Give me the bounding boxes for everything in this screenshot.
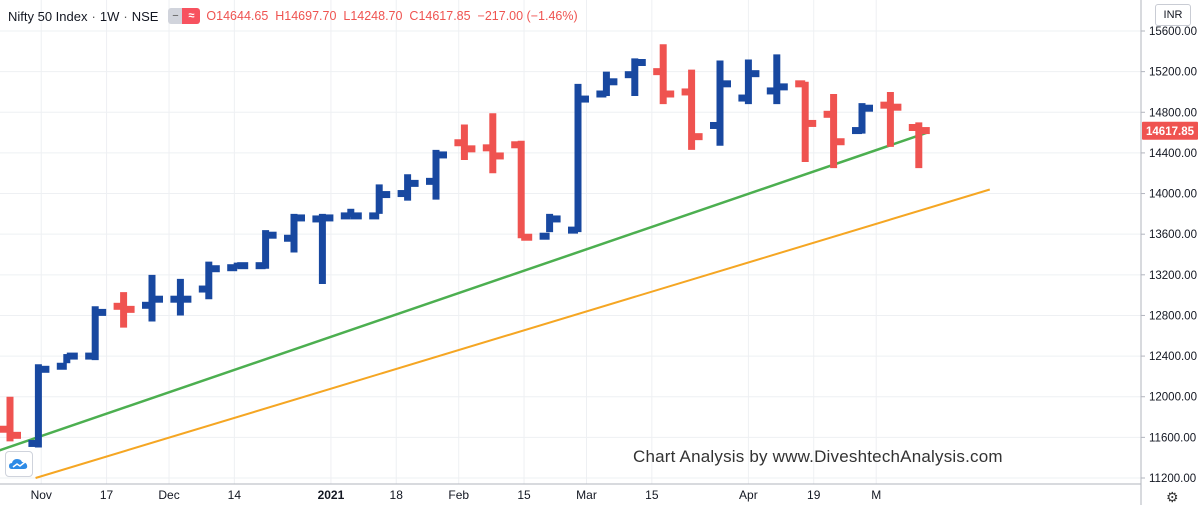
- ohlc-bar: [0, 396, 21, 442]
- ohlc-values: O14644.65 H14697.70 L14248.70 C14617.85 …: [206, 9, 578, 23]
- x-tick-label: 17: [100, 488, 114, 502]
- chart-grid: [0, 0, 1141, 484]
- x-tick-label: Dec: [158, 488, 179, 502]
- legend: Nifty 50 Index · 1W · NSE − ≈ O14644.65 …: [8, 8, 578, 24]
- ohlc-bar: [738, 59, 760, 105]
- last-price-tag: 14617.85: [1142, 121, 1198, 140]
- ohlc-bar: [539, 213, 561, 240]
- ohlc-bar: [397, 174, 419, 201]
- interval-label[interactable]: 1W: [99, 8, 120, 24]
- x-tick-label: Feb: [448, 488, 469, 502]
- y-tick-label: 11200.00: [1149, 473, 1196, 485]
- y-tick-label: 15600.00: [1149, 26, 1197, 38]
- ohlc-bar: [880, 91, 902, 147]
- watermark-text: Chart Analysis by www.DiveshtechAnalysis…: [633, 447, 1003, 466]
- ohlc-bar: [511, 140, 533, 241]
- ohlc-bar: [596, 71, 618, 98]
- ohlc-bar: [823, 93, 845, 169]
- ohlc-bar: [85, 306, 107, 361]
- cloud-logo-icon[interactable]: [5, 451, 33, 477]
- ohlc-bar: [795, 80, 817, 163]
- y-tick-label: 12400.00: [1149, 351, 1197, 363]
- y-tick-label: 12800.00: [1149, 310, 1197, 322]
- ohlc-bar: [113, 292, 135, 328]
- ohlc-bar: [710, 60, 731, 146]
- high-value: 14697.70: [284, 9, 337, 23]
- trendline-support: [0, 131, 928, 452]
- ohlc-bar: [426, 149, 447, 200]
- ohlc-bar: [255, 230, 277, 270]
- ohlc-bars: [0, 44, 930, 448]
- ohlc-bar: [198, 261, 220, 300]
- ohlc-bar: [624, 58, 646, 97]
- time-axis: Nov 17 Dec 14 2021 18 Feb 15 Mar 15 Apr 19 M: [0, 483, 1141, 502]
- ohlc-bar: [369, 184, 391, 220]
- low-value: 14248.70: [350, 9, 403, 23]
- eye-toggle-icon[interactable]: −: [168, 8, 183, 24]
- trendline-channel: [35, 188, 991, 479]
- ohlc-bar: [766, 54, 788, 105]
- ohlc-bar: [653, 44, 675, 105]
- ohlc-bar: [227, 262, 249, 272]
- ohlc-bar: [28, 364, 50, 448]
- ohlc-bar: [482, 113, 504, 174]
- x-tick-label: 14: [228, 488, 242, 502]
- x-tick-label: 15: [645, 488, 659, 502]
- approx-icon[interactable]: ≈: [182, 8, 201, 24]
- trendlines: [0, 131, 991, 479]
- ohlc-bar: [284, 213, 305, 253]
- ohlc-bar: [312, 213, 334, 284]
- price-axis: 11200.00 11600.00 12000.00 12400.00 12800.00…: [1140, 0, 1197, 505]
- y-tick-label: 11600.00: [1149, 432, 1196, 444]
- ohlc-bar: [170, 278, 192, 316]
- x-tick-label: 19: [807, 488, 821, 502]
- close-value: 14617.85: [418, 9, 471, 23]
- x-tick-label: 2021: [318, 488, 345, 502]
- price-tag-bg: [1142, 121, 1198, 140]
- x-tick-label: Mar: [576, 488, 597, 502]
- y-tick-label: 12000.00: [1149, 392, 1197, 404]
- x-tick-label: 18: [390, 488, 404, 502]
- ohlc-bar: [852, 103, 873, 135]
- open-value: 14644.65: [216, 9, 269, 23]
- y-tick-label: 14400.00: [1149, 148, 1197, 160]
- ohlc-bar: [56, 352, 78, 370]
- x-tick-label: M: [871, 488, 881, 502]
- ohlc-bar: [908, 122, 930, 169]
- ohlc-bar: [568, 83, 589, 234]
- y-tick-label: 15200.00: [1149, 67, 1197, 79]
- price-tag-label: 14617.85: [1146, 126, 1195, 138]
- currency-button[interactable]: INR: [1155, 4, 1191, 26]
- ohlc-bar: [340, 208, 362, 220]
- legend-badges[interactable]: − ≈: [168, 8, 201, 24]
- symbol-name[interactable]: Nifty 50 Index: [8, 8, 88, 24]
- ohlc-bar: [681, 69, 703, 150]
- ohlc-bar: [142, 274, 163, 322]
- change-value: −217.00 (−1.46%): [477, 9, 578, 23]
- y-tick-label: 14800.00: [1149, 107, 1197, 119]
- y-tick-label: 13600.00: [1149, 229, 1197, 241]
- x-tick-label: Apr: [739, 488, 758, 502]
- y-tick-label: 13200.00: [1149, 270, 1197, 282]
- gear-icon[interactable]: ⚙: [1166, 489, 1179, 505]
- exchange-label: NSE: [131, 8, 159, 24]
- x-tick-label: 15: [517, 488, 531, 502]
- y-tick-label: 14000.00: [1149, 189, 1197, 201]
- ohlc-bar: [454, 124, 476, 161]
- x-tick-label: Nov: [31, 488, 52, 502]
